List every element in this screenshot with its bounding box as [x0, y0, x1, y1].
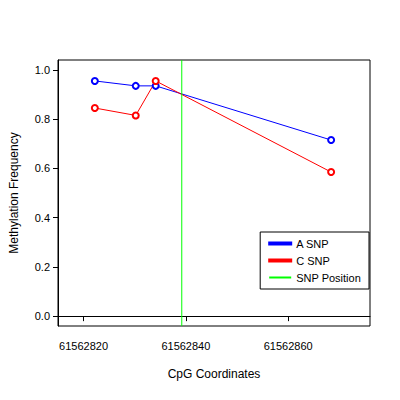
svg-text:SNP Position: SNP Position — [296, 272, 361, 284]
svg-text:A SNP: A SNP — [296, 238, 328, 250]
svg-text:61562820: 61562820 — [59, 340, 108, 352]
svg-text:61562860: 61562860 — [264, 340, 313, 352]
svg-text:C SNP: C SNP — [296, 255, 330, 267]
svg-text:Methylation Frequency: Methylation Frequency — [7, 132, 21, 253]
svg-text:CpG Coordinates: CpG Coordinates — [168, 367, 261, 381]
svg-text:0.2: 0.2 — [35, 261, 50, 273]
svg-text:0.8: 0.8 — [35, 113, 50, 125]
svg-text:0.6: 0.6 — [35, 162, 50, 174]
svg-text:0.0: 0.0 — [35, 310, 50, 322]
svg-text:61562840: 61562840 — [161, 340, 210, 352]
svg-text:0.4: 0.4 — [35, 212, 50, 224]
svg-text:1.0: 1.0 — [35, 64, 50, 76]
